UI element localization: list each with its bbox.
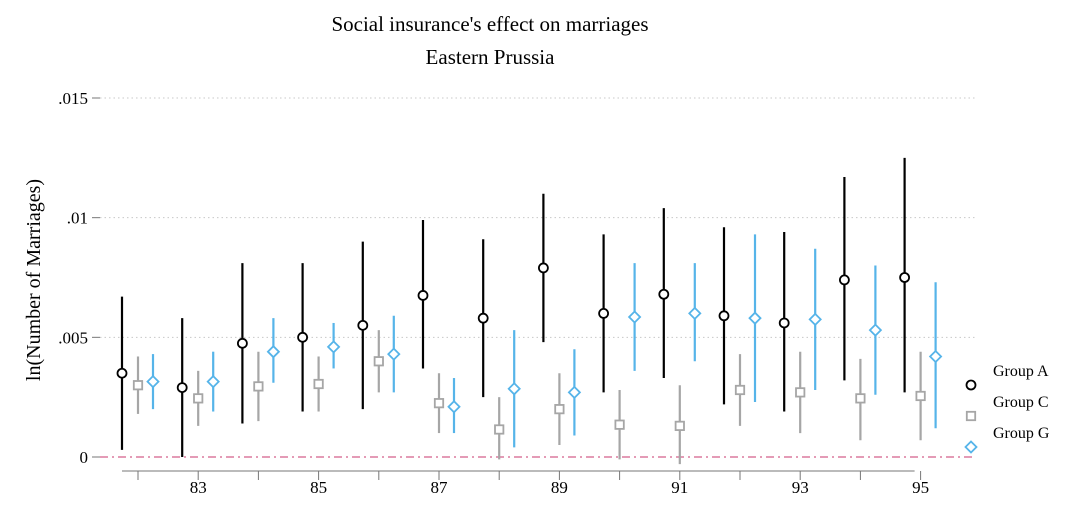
group-c-point — [614, 419, 625, 430]
group-g-point — [688, 306, 702, 321]
group-c-point — [253, 381, 264, 392]
legend-marker-group-g — [964, 440, 978, 454]
y-tick-label: .015 — [58, 89, 88, 108]
group-a-point — [477, 312, 489, 324]
legend-item-group-g: Group G — [964, 425, 1050, 454]
group-a-point — [297, 331, 309, 343]
chart-subtitle: Eastern Prussia — [426, 45, 556, 69]
group-a-point — [899, 272, 910, 283]
group-a-point — [417, 290, 429, 301]
group-g-point — [507, 382, 521, 396]
group-g-point — [627, 310, 642, 324]
group-a-point — [236, 337, 248, 349]
x-tick-label: 85 — [310, 478, 327, 497]
group-a-point — [598, 307, 609, 319]
series-group-c — [132, 330, 926, 465]
y-axis: 0 .005 .01 .015 — [58, 89, 100, 467]
group-c-point — [132, 380, 144, 391]
group-g-point — [266, 344, 281, 359]
x-axis: 83 85 87 89 91 93 95 — [122, 470, 929, 497]
x-tick-label: 91 — [671, 478, 688, 497]
group-a-point — [538, 262, 549, 274]
grid-lines — [100, 97, 975, 458]
group-c-point — [855, 393, 866, 404]
chart-title: Social insurance's effect on marriages — [331, 12, 648, 36]
group-a-point — [357, 319, 369, 331]
group-c-point — [494, 424, 505, 435]
y-tick-label: .005 — [58, 328, 88, 347]
group-c-point — [734, 384, 746, 396]
group-c-point — [554, 404, 565, 415]
x-tick-label: 89 — [551, 478, 568, 497]
x-tick-label: 95 — [912, 478, 929, 497]
y-axis-label: ln(Number of Marriages) — [23, 179, 45, 381]
group-a-point — [116, 367, 128, 379]
group-g-point — [748, 311, 762, 325]
group-g-point — [146, 374, 160, 389]
group-c-point — [433, 398, 445, 409]
legend-item-group-a: Group A — [965, 363, 1049, 391]
group-g-point — [206, 374, 220, 389]
legend-marker-group-c — [965, 410, 977, 422]
data-marks — [116, 157, 943, 465]
group-g-point — [326, 340, 341, 354]
series-group-a — [116, 157, 910, 457]
group-a-point — [778, 317, 790, 329]
y-tick-label: .01 — [67, 209, 88, 228]
y-tick-label: 0 — [80, 448, 89, 467]
group-g-point — [868, 323, 883, 337]
group-g-point — [808, 312, 822, 327]
group-a-point — [176, 382, 188, 393]
group-g-point — [567, 385, 582, 400]
legend-label-group-a: Group A — [993, 363, 1049, 380]
group-c-point — [313, 378, 324, 390]
series-group-g — [146, 234, 943, 448]
group-c-point — [915, 390, 926, 402]
legend-marker-group-a — [965, 379, 977, 391]
x-tick-label: 87 — [431, 478, 449, 497]
group-c-point — [674, 420, 685, 431]
group-a-point — [718, 310, 730, 322]
group-a-point — [658, 288, 670, 300]
legend-label-group-c: Group C — [993, 394, 1049, 411]
group-c-point — [795, 387, 806, 398]
group-g-point — [447, 399, 461, 414]
x-tick-label: 83 — [190, 478, 207, 497]
legend: Group A Group C Group G — [964, 363, 1050, 454]
legend-label-group-g: Group G — [993, 425, 1050, 442]
group-c-point — [373, 356, 384, 367]
x-tick-label: 93 — [792, 478, 809, 497]
group-c-point — [193, 393, 204, 404]
group-a-point — [839, 274, 850, 286]
group-g-point — [387, 347, 401, 361]
group-g-point — [928, 349, 943, 364]
legend-item-group-c: Group C — [965, 394, 1049, 422]
